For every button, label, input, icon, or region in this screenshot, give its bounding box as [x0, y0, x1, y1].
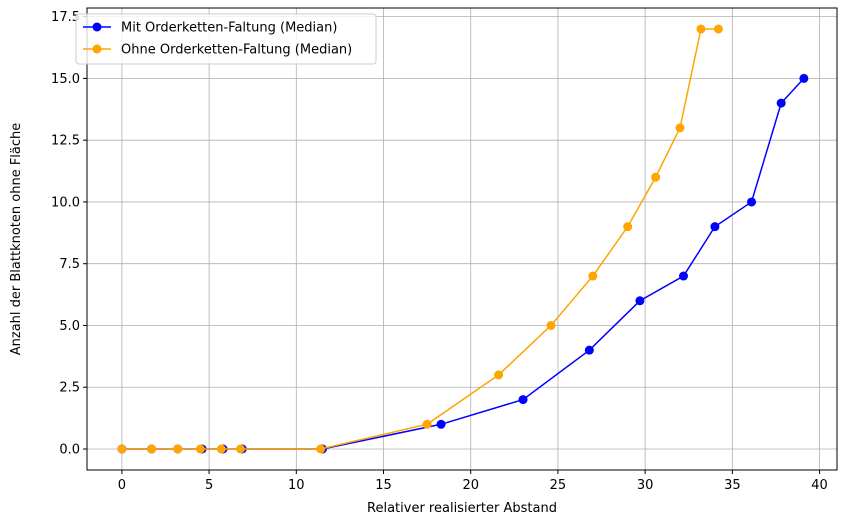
x-axis-label: Relativer realisierter Abstand — [367, 501, 557, 516]
y-tick-label: 10.0 — [51, 195, 80, 210]
data-point-1 — [195, 444, 205, 454]
x-tick-label: 0 — [118, 478, 126, 493]
data-point-0 — [436, 419, 446, 429]
data-point-0 — [518, 395, 528, 405]
data-point-0 — [635, 296, 645, 306]
data-point-0 — [679, 271, 689, 281]
x-tick-label: 25 — [550, 478, 567, 493]
data-point-1 — [216, 444, 226, 454]
data-point-1 — [147, 444, 157, 454]
y-tick-label: 0.0 — [59, 443, 80, 458]
x-tick-label: 35 — [724, 478, 741, 493]
x-tick-label: 20 — [462, 478, 479, 493]
legend-box — [75, 13, 377, 65]
data-point-0 — [799, 73, 809, 83]
x-tick-label: 10 — [288, 478, 305, 493]
data-point-0 — [584, 345, 594, 355]
x-tick-label: 40 — [811, 478, 828, 493]
y-tick-label: 7.5 — [59, 257, 80, 272]
y-axis-label: Anzahl der Blattknoten ohne Fläche — [9, 123, 24, 356]
series-line-1 — [121, 28, 719, 450]
y-tick-label: 5.0 — [59, 319, 80, 334]
x-tick-label: 5 — [205, 478, 213, 493]
y-tick-label: 15.0 — [51, 72, 80, 87]
y-tick-label: 12.5 — [51, 134, 80, 149]
data-point-0 — [776, 98, 786, 108]
data-point-1 — [588, 271, 598, 281]
ticks: 0 5 10 15 20 25 30 35 40 0.0 2.5 5.0 7.5 10.0 12.5 15.0… — [51, 10, 828, 493]
data-point-1 — [173, 444, 183, 454]
plot-frame — [86, 7, 838, 471]
data-point-1 — [235, 444, 245, 454]
data-point-1 — [422, 419, 432, 429]
data-point-1 — [651, 172, 661, 182]
x-tick-label: 15 — [375, 478, 392, 493]
data-point-0 — [747, 197, 757, 207]
data-point-1 — [546, 320, 556, 330]
grid — [87, 8, 837, 470]
y-tick-label: 17.5 — [51, 10, 80, 25]
y-tick-label: 2.5 — [59, 381, 80, 396]
legend-label-ohne: Ohne Orderketten-Faltung (Median) — [121, 43, 352, 58]
data-point-1 — [316, 444, 326, 454]
legend-label-mit: Mit Orderketten-Faltung (Median) — [121, 21, 337, 36]
legend-marker-ohne — [92, 44, 102, 54]
x-tick-label: 30 — [637, 478, 654, 493]
data-point-0 — [710, 222, 720, 232]
data-point-1 — [117, 444, 127, 454]
series-layer — [117, 24, 809, 454]
data-point-1 — [623, 222, 633, 232]
data-point-1 — [713, 24, 723, 34]
legend-marker-mit — [92, 22, 102, 32]
data-point-1 — [696, 24, 706, 34]
data-point-1 — [675, 123, 685, 133]
data-point-1 — [494, 370, 504, 380]
legend: Mit Orderketten-Faltung (Median) Ohne Or… — [75, 13, 377, 65]
